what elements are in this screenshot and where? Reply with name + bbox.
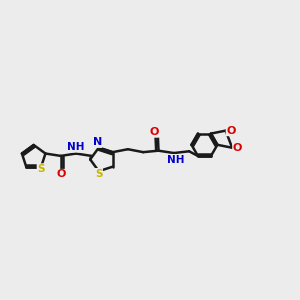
Text: N: N [93, 137, 102, 147]
Text: S: S [37, 164, 45, 174]
Text: O: O [150, 127, 159, 137]
Text: O: O [226, 126, 236, 136]
Text: NH: NH [67, 142, 85, 152]
Text: O: O [56, 169, 65, 179]
Text: O: O [233, 143, 242, 153]
Text: S: S [95, 169, 103, 178]
Text: NH: NH [167, 154, 184, 164]
